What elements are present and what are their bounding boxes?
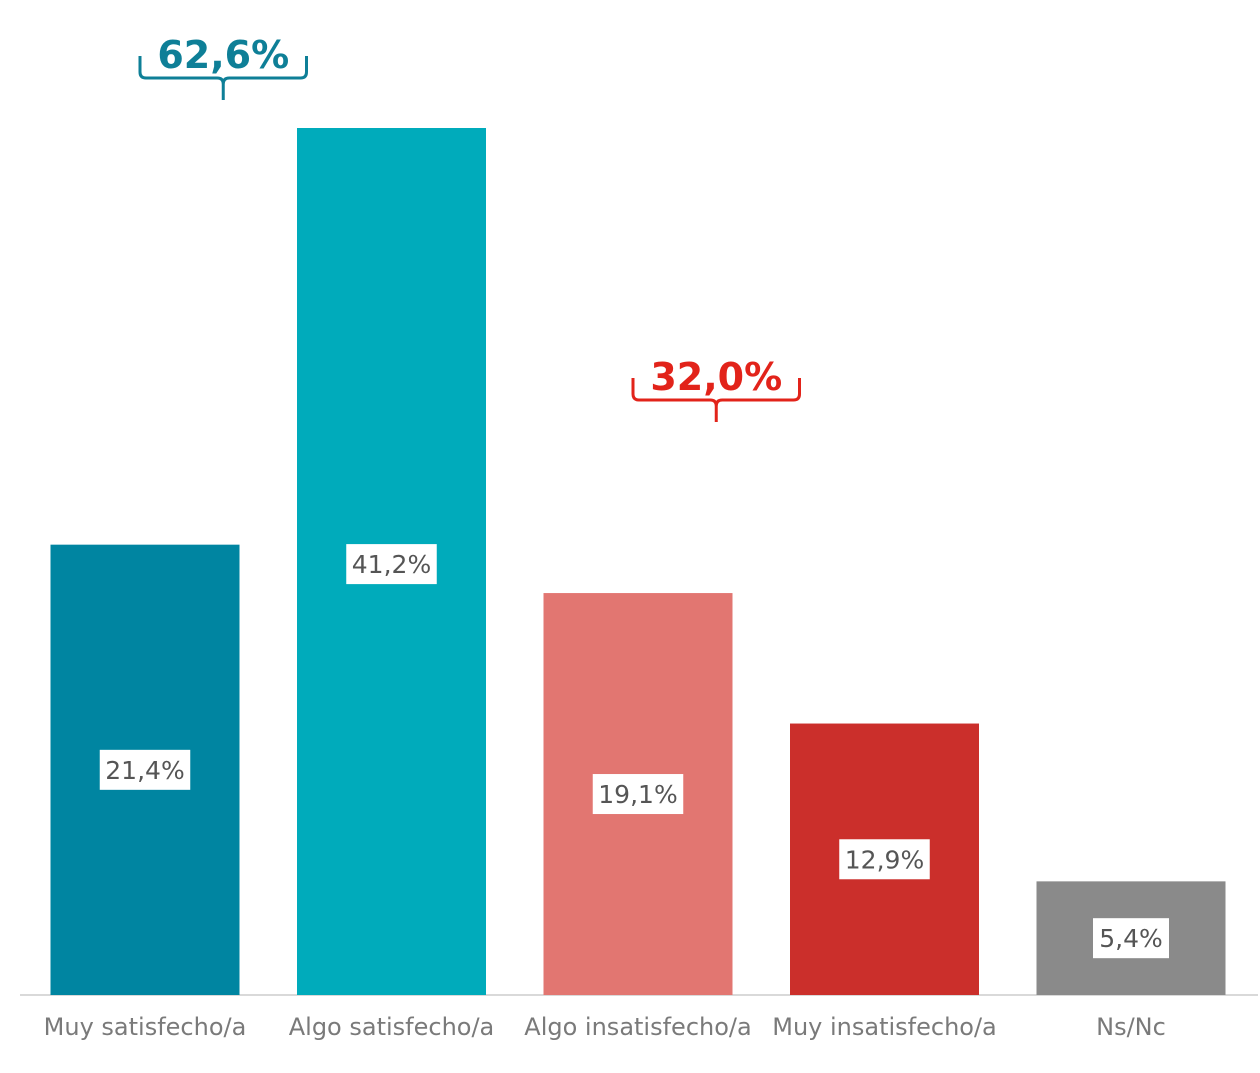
data-label-box-algo-insatisfecho-a — [592, 774, 684, 815]
category-label-algo-insatisfecho-a: Algo insatisfecho/a — [524, 1013, 751, 1041]
category-label-muy-satisfecho-a: Muy satisfecho/a — [44, 1013, 247, 1041]
group-1-total-label: 62,6% — [157, 33, 289, 77]
group-1-bracket — [138, 56, 308, 100]
data-label-box-algo-satisfecho-a — [346, 544, 437, 585]
data-label-muy-insatisfecho-a: 12,9% — [845, 845, 924, 874]
data-label-algo-insatisfecho-a: 19,1% — [598, 780, 677, 809]
data-label-box-ns-nc — [1093, 918, 1169, 959]
category-label-algo-satisfecho-a: Algo satisfecho/a — [289, 1013, 495, 1041]
group-2-total-label: 32,0% — [650, 355, 782, 399]
data-label-box-muy-satisfecho-a — [99, 749, 191, 790]
category-label-ns-nc: Ns/Nc — [1096, 1013, 1166, 1041]
data-label-ns-nc: 5,4% — [1099, 924, 1163, 953]
group-2-bracket — [631, 378, 801, 422]
data-label-muy-satisfecho-a: 21,4% — [105, 756, 184, 785]
category-label-muy-insatisfecho-a: Muy insatisfecho/a — [772, 1013, 997, 1041]
data-label-box-muy-insatisfecho-a — [839, 839, 930, 880]
data-label-algo-satisfecho-a: 41,2% — [352, 550, 431, 579]
